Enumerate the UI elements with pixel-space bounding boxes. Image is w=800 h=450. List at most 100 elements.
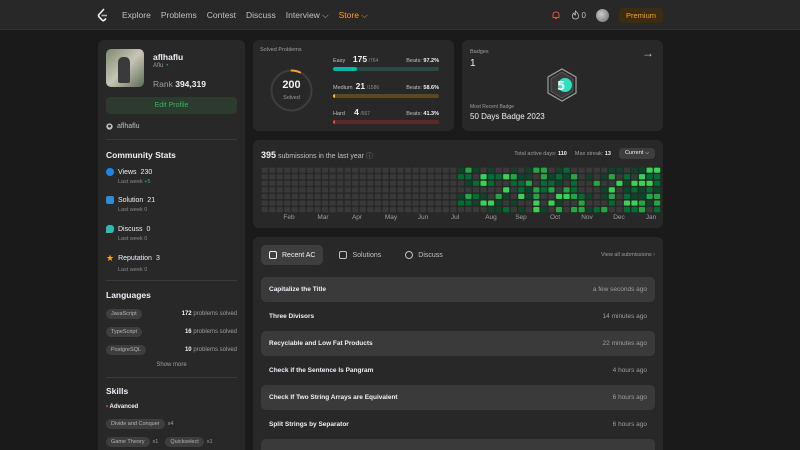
heatmap-cell[interactable] xyxy=(284,193,291,200)
heatmap-cell[interactable] xyxy=(593,174,600,180)
heatmap-cell[interactable] xyxy=(329,200,336,206)
heatmap-cell[interactable] xyxy=(284,187,291,193)
heatmap-cell[interactable] xyxy=(291,200,298,206)
skill-tag[interactable]: Quickselect xyxy=(165,437,204,447)
heatmap-cell[interactable] xyxy=(608,180,615,186)
heatmap-cell[interactable] xyxy=(276,207,283,213)
heatmap-cell[interactable] xyxy=(382,180,389,186)
tab-recent-ac[interactable]: Recent AC xyxy=(261,245,324,265)
heatmap-cell[interactable] xyxy=(269,167,276,173)
heatmap-cell[interactable] xyxy=(450,200,457,206)
heatmap-cell[interactable] xyxy=(555,193,563,200)
heatmap-cell[interactable] xyxy=(638,193,646,200)
heatmap-cell[interactable] xyxy=(555,174,563,180)
heatmap-cell[interactable] xyxy=(654,180,661,186)
heatmap-cell[interactable] xyxy=(397,174,404,180)
heatmap-cell[interactable] xyxy=(412,187,419,193)
heatmap-cell[interactable] xyxy=(510,187,517,193)
language-tag[interactable]: JavaScript xyxy=(106,309,142,319)
heatmap-cell[interactable] xyxy=(359,174,366,180)
heatmap-cell[interactable] xyxy=(435,187,442,193)
heatmap-cell[interactable] xyxy=(314,174,321,180)
heatmap-cell[interactable] xyxy=(367,193,374,200)
heatmap-cell[interactable] xyxy=(533,193,540,200)
heatmap-cell[interactable] xyxy=(457,174,464,180)
heatmap-cell[interactable] xyxy=(276,180,283,186)
heatmap-cell[interactable] xyxy=(412,200,419,206)
heatmap-cell[interactable] xyxy=(525,200,532,206)
heatmap-cell[interactable] xyxy=(593,207,600,213)
heatmap-cell[interactable] xyxy=(435,207,442,213)
submission-row[interactable]: Check If Two String Arrays are Equivalen… xyxy=(261,385,655,410)
heatmap-cell[interactable] xyxy=(397,180,404,186)
heatmap-cell[interactable] xyxy=(654,174,661,180)
heatmap-cell[interactable] xyxy=(352,187,359,193)
heatmap-cell[interactable] xyxy=(563,207,570,213)
heatmap-cell[interactable] xyxy=(269,187,276,193)
heatmap-cell[interactable] xyxy=(623,174,631,180)
heatmap-cell[interactable] xyxy=(472,167,480,173)
heatmap-cell[interactable] xyxy=(359,167,366,173)
heatmap-cell[interactable] xyxy=(291,174,298,180)
heatmap-cell[interactable] xyxy=(578,207,585,213)
heatmap-cell[interactable] xyxy=(389,200,397,206)
heatmap-cell[interactable] xyxy=(586,200,593,206)
heatmap-cell[interactable] xyxy=(480,207,487,213)
heatmap-cell[interactable] xyxy=(397,207,404,213)
heatmap-cell[interactable] xyxy=(638,180,646,186)
heatmap-cell[interactable] xyxy=(367,187,374,193)
heatmap-cell[interactable] xyxy=(284,174,291,180)
heatmap-cell[interactable] xyxy=(450,187,457,193)
heatmap-cell[interactable] xyxy=(488,200,495,206)
heatmap-cell[interactable] xyxy=(427,167,434,173)
heatmap-cell[interactable] xyxy=(276,193,283,200)
heatmap-cell[interactable] xyxy=(616,167,623,173)
heatmap-cell[interactable] xyxy=(488,187,495,193)
heatmap-cell[interactable] xyxy=(472,200,480,206)
heatmap-cell[interactable] xyxy=(480,193,487,200)
heatmap-cell[interactable] xyxy=(397,187,404,193)
heatmap-cell[interactable] xyxy=(450,193,457,200)
heatmap-cell[interactable] xyxy=(465,193,472,200)
heatmap-cell[interactable] xyxy=(563,193,570,200)
submission-row[interactable]: Check if the Sentence Is Pangram 4 hours … xyxy=(269,367,647,374)
heatmap-cell[interactable] xyxy=(389,207,397,213)
heatmap-cell[interactable] xyxy=(638,207,646,213)
heatmap-cell[interactable] xyxy=(563,167,570,173)
heatmap-cell[interactable] xyxy=(518,174,525,180)
heatmap-cell[interactable] xyxy=(405,180,412,186)
heatmap-cell[interactable] xyxy=(525,167,532,173)
heatmap-cell[interactable] xyxy=(269,193,276,200)
language-tag[interactable]: TypeScript xyxy=(106,327,142,337)
heatmap-cell[interactable] xyxy=(608,200,615,206)
heatmap-cell[interactable] xyxy=(344,174,351,180)
heatmap-cell[interactable] xyxy=(276,167,283,173)
heatmap-cell[interactable] xyxy=(427,200,434,206)
heatmap-cell[interactable] xyxy=(412,167,419,173)
heatmap-cell[interactable] xyxy=(472,207,480,213)
heatmap-cell[interactable] xyxy=(631,180,638,186)
heatmap-cell[interactable] xyxy=(442,200,449,206)
heatmap-cell[interactable] xyxy=(291,207,298,213)
heatmap-cell[interactable] xyxy=(321,193,329,200)
heatmap-cell[interactable] xyxy=(646,167,653,173)
heatmap-cell[interactable] xyxy=(465,174,472,180)
heatmap-cell[interactable] xyxy=(571,200,578,206)
heatmap-cell[interactable] xyxy=(503,193,510,200)
heatmap-cell[interactable] xyxy=(510,207,517,213)
heatmap-cell[interactable] xyxy=(571,180,578,186)
heatmap-cell[interactable] xyxy=(374,207,381,213)
heatmap-cell[interactable] xyxy=(261,174,268,180)
heatmap-cell[interactable] xyxy=(608,207,615,213)
github-link[interactable]: aflhaflu xyxy=(106,123,140,130)
heatmap-cell[interactable] xyxy=(480,200,487,206)
heatmap-cell[interactable] xyxy=(382,207,389,213)
heatmap-cell[interactable] xyxy=(586,187,593,193)
heatmap-cell[interactable] xyxy=(465,180,472,186)
heatmap-cell[interactable] xyxy=(548,200,555,206)
tab-solutions[interactable]: Solutions xyxy=(331,245,389,265)
solved-progress-ring[interactable]: 200 Solved xyxy=(269,68,314,113)
heatmap-cell[interactable] xyxy=(495,167,502,173)
heatmap-cell[interactable] xyxy=(261,187,268,193)
heatmap-cell[interactable] xyxy=(586,174,593,180)
